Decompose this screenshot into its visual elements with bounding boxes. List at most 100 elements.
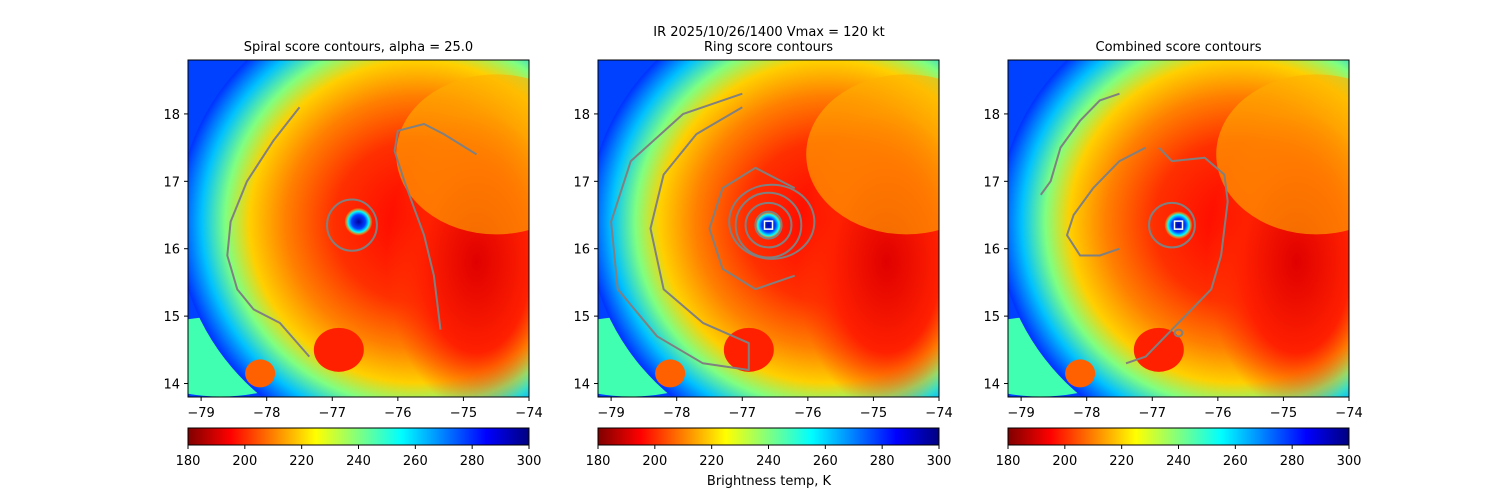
x-tick-label: −75 [450, 406, 477, 421]
colorbar-tick-label: 300 [517, 454, 542, 469]
contour-spiral-east [1125, 146, 1229, 365]
colorbar-tick-label: 200 [1052, 454, 1077, 469]
y-tick-label: 16 [573, 243, 590, 258]
colorbar-gradient [187, 427, 530, 446]
colorbar: 180 200 220 240 260 280 300 [176, 427, 542, 469]
x-tick-label: −77 [1139, 406, 1166, 421]
y-tick-label: 14 [573, 378, 590, 393]
x-tick-label: −79 [187, 406, 214, 421]
colorbar: 180 200 220 240 260 280 300 [996, 427, 1362, 469]
x-tick-label: −78 [253, 406, 280, 421]
x-tick-label: −75 [860, 406, 887, 421]
y-tick-label: 14 [163, 378, 180, 393]
x-tick-label: −76 [794, 406, 821, 421]
colorbar-tick-label: 280 [1280, 454, 1305, 469]
contour-ring-spiral [708, 166, 796, 291]
convective-cell-s [313, 327, 364, 372]
contours [1039, 92, 1229, 365]
colorbar-gradient [1007, 427, 1350, 446]
x-tick-label: −79 [1007, 406, 1034, 421]
convective-cell-sw [245, 359, 276, 388]
contour-spiral-east [393, 123, 478, 330]
contour-ring-inner-1 [754, 210, 783, 240]
x-tick-label: −79 [597, 406, 624, 421]
contour-ring-inner-4 [728, 183, 816, 260]
y-tick-label: 14 [983, 378, 1000, 393]
colorbar-tick-label: 200 [232, 454, 257, 469]
y-tick-label: 15 [573, 310, 590, 325]
colorbar-tick-label: 240 [1166, 454, 1191, 469]
y-tick-label: 15 [983, 310, 1000, 325]
y-tick-label: 17 [573, 175, 590, 190]
contour-ring-inner-3 [734, 191, 803, 259]
panel-title: Ring score contours [704, 40, 833, 55]
contour-ring-inner-2 [744, 201, 793, 249]
x-tick-label: −74 [925, 406, 952, 421]
cirrus-ne [396, 74, 529, 235]
hurricane-eye [1164, 211, 1193, 240]
figure-suptitle: IR 2025/10/26/1400 Vmax = 120 kt [653, 25, 884, 40]
convective-cell-sw [655, 359, 686, 388]
y-tick-label: 18 [573, 108, 590, 123]
y-tick-label: 17 [983, 175, 1000, 190]
convective-cell-s [1133, 327, 1184, 372]
panel-title: Combined score contours [1096, 40, 1262, 55]
x-tick-label: −74 [515, 406, 542, 421]
panel-1: Spiral score contours, alpha = 25.0 −79 −7… [163, 40, 542, 469]
x-tick-label: −76 [1204, 406, 1231, 421]
cirrus-ne [806, 74, 939, 235]
colorbar-tick-label: 240 [756, 454, 781, 469]
hurricane-eye [754, 211, 783, 240]
contour-small-loop [1173, 328, 1184, 338]
colorbar-tick-label: 260 [813, 454, 838, 469]
x-tick-label: −78 [663, 406, 690, 421]
convective-cell-sw [1065, 359, 1096, 388]
contour-eyewall-ring [1147, 201, 1196, 249]
colorbar-tick-label: 300 [927, 454, 952, 469]
colorbar-tick-label: 260 [403, 454, 428, 469]
contour-outer-band-west [610, 92, 750, 371]
y-tick-label: 18 [163, 108, 180, 123]
axes-frame [1007, 59, 1350, 398]
y-tick-label: 16 [163, 243, 180, 258]
colorbar-tick-label: 280 [870, 454, 895, 469]
x-tick-label: −77 [319, 406, 346, 421]
colorbar-tick-label: 180 [996, 454, 1021, 469]
eye-center-marker [1173, 220, 1184, 230]
colorbar-tick-label: 220 [699, 454, 724, 469]
y-tick-label: 15 [163, 310, 180, 325]
contour-eyewall-ring [326, 198, 378, 252]
colorbar: 180 200 220 240 260 280 300 [586, 427, 952, 469]
panel-title: Spiral score contours, alpha = 25.0 [244, 40, 473, 55]
contour-outer-spiral-north [1039, 92, 1120, 196]
contours [226, 106, 478, 358]
colorbar-tick-label: 180 [586, 454, 611, 469]
contours [610, 92, 816, 371]
colorbar-tick-label: 200 [642, 454, 667, 469]
hurricane-eye [344, 207, 373, 236]
colorbar-tick-label: 220 [289, 454, 314, 469]
x-tick-label: −78 [1073, 406, 1100, 421]
contour-closed-spiral [1066, 146, 1147, 257]
x-tick-label: −74 [1335, 406, 1362, 421]
colorbar-tick-label: 180 [176, 454, 201, 469]
colorbar-tick-label: 240 [346, 454, 371, 469]
x-tick-label: −76 [384, 406, 411, 421]
colorbar-tick-label: 220 [1109, 454, 1134, 469]
contour-outer-spiral-west [226, 106, 311, 358]
panel-2: Ring score contours −79 −78 −77 −76 −75 −74 14 1… [573, 40, 952, 469]
axes-frame [187, 59, 530, 398]
eye-center-marker [763, 220, 774, 230]
y-tick-label: 18 [983, 108, 1000, 123]
satellite-image [188, 60, 529, 397]
axes-frame [597, 59, 940, 398]
colorbar-tick-label: 260 [1223, 454, 1248, 469]
colorbar-tick-label: 300 [1337, 454, 1362, 469]
y-tick-label: 17 [163, 175, 180, 190]
colorbar-label: Brightness temp, K [707, 474, 832, 489]
colorbar-gradient [597, 427, 940, 446]
x-tick-label: −75 [1270, 406, 1297, 421]
panel-3: Combined score contours −79 −78 −77 −76 −75 −7… [983, 40, 1362, 469]
cirrus-ne [1216, 74, 1349, 235]
